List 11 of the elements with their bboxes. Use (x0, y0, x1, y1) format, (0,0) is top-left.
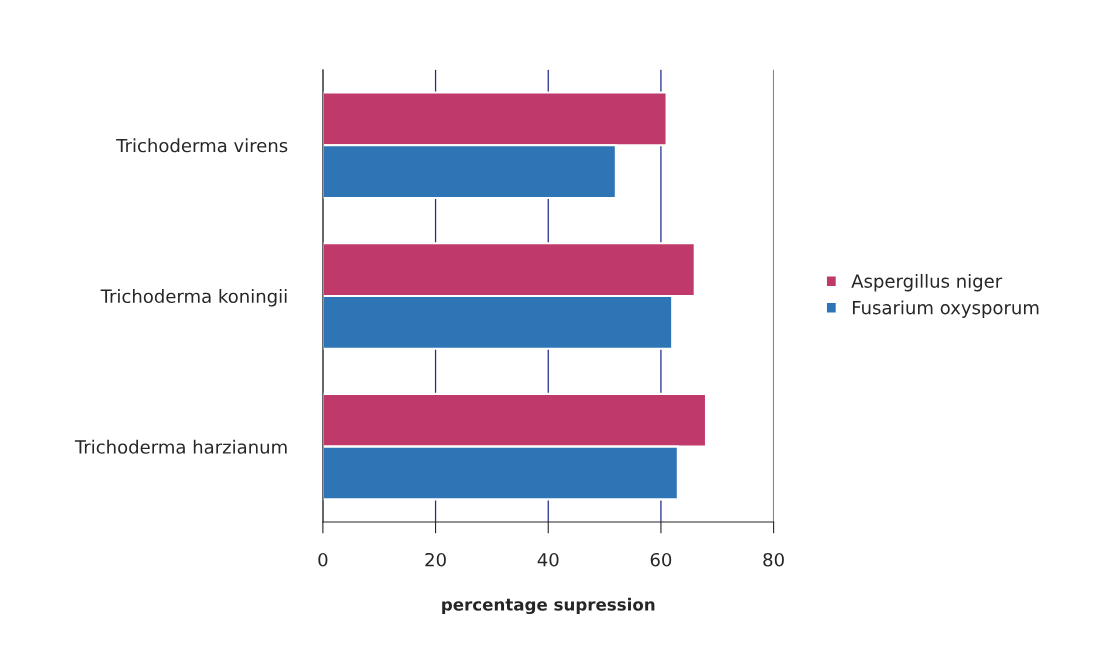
y-tick-label: Trichoderma koningii (100, 289, 287, 307)
x-tick-label: 80 (763, 552, 784, 567)
legend-label: Fusarium oxysporum (852, 300, 1039, 318)
y-tick-label: Trichoderma harzianum (74, 439, 287, 454)
x-axis-title: percentage supression (442, 597, 655, 615)
x-tick-label: 0 (318, 552, 328, 567)
x-tick-label: 40 (537, 552, 559, 567)
y-tick-label: Trichoderma virens (116, 138, 288, 153)
legend-label: Aspergillus niger (851, 273, 1003, 292)
x-tick-label: 20 (425, 552, 446, 567)
x-tick-label: 60 (650, 552, 672, 567)
